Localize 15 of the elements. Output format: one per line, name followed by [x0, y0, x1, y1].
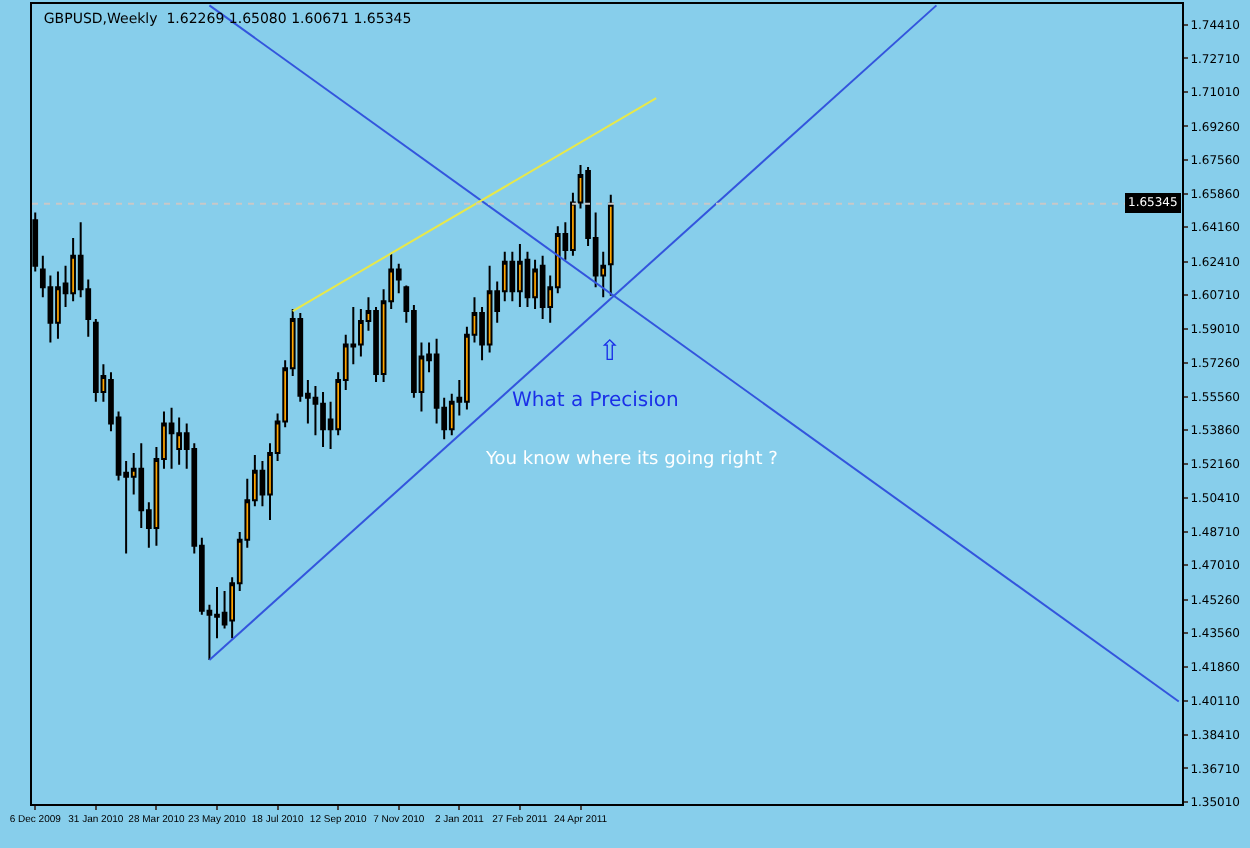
candlestick: [517, 242, 523, 309]
candlestick: [539, 254, 546, 320]
annotation: You know where its going right ?: [484, 450, 779, 470]
candlestick: [524, 250, 531, 309]
candlestick: [486, 264, 493, 354]
candlestick: [92, 317, 99, 403]
candlestick: [168, 406, 175, 470]
annotation: What a Precision: [512, 390, 679, 412]
candlestick: [176, 416, 182, 466]
annotation: ⇧: [598, 336, 622, 368]
candlestick: [509, 250, 516, 303]
candlestick: [320, 390, 326, 449]
candlestick: [55, 270, 61, 340]
candlestick: [532, 258, 538, 311]
candlestick: [607, 193, 614, 297]
